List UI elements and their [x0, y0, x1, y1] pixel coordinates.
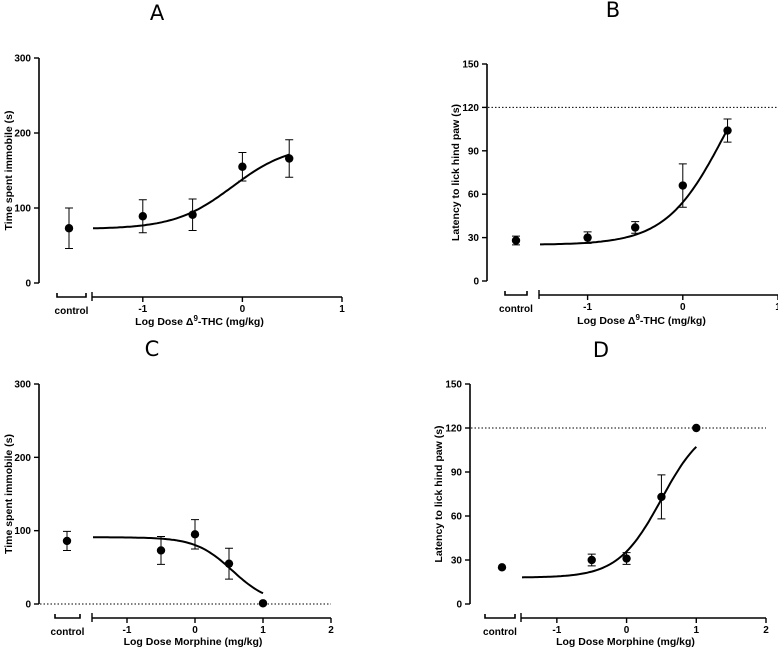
y-axis-title: Latency to lick hind paw (s) — [433, 425, 445, 562]
fit-curve — [540, 128, 729, 246]
control-point — [497, 563, 507, 572]
x-tick-label: -1 — [583, 302, 592, 313]
data-point — [188, 210, 197, 219]
y-tick-label: 0 — [456, 600, 462, 611]
y-tick-label: 0 — [473, 277, 479, 288]
y-tick-label: 200 — [14, 453, 31, 464]
y-tick-label: 200 — [14, 129, 31, 140]
x-axis-title-part: Log Dose Morphine (mg/kg) — [124, 636, 263, 648]
control-label: control — [499, 304, 533, 315]
data-point — [657, 492, 666, 502]
x-axis-title-part: Log Dose Δ — [577, 315, 636, 327]
y-tick-label: 300 — [14, 54, 31, 65]
y-tick-label: 150 — [462, 60, 479, 71]
x-axis-title-part: -THC (mg/kg) — [640, 315, 706, 327]
x-tick-label: 0 — [192, 625, 198, 636]
control-point — [511, 236, 521, 245]
data-point — [238, 162, 247, 171]
x-axis-title-superscript: 9 — [193, 314, 198, 323]
y-tick-label: 150 — [445, 380, 462, 391]
data-point — [587, 555, 596, 565]
x-tick-label: -1 — [552, 625, 561, 636]
control-bracket — [54, 614, 81, 619]
y-axis-title: Time spent immobile (s) — [3, 111, 15, 231]
data-point — [723, 126, 732, 135]
y-axis-title: Latency to lick hind paw (s) — [450, 104, 462, 241]
y-tick-label: 0 — [25, 600, 31, 611]
x-tick-label: -1 — [138, 304, 147, 315]
x-tick-label: 0 — [624, 625, 630, 636]
x-tick-label: 1 — [260, 625, 266, 636]
data-point — [138, 212, 147, 221]
panel-c: C 0 100 200 300 Time spent immobile (s) contro… — [3, 337, 334, 648]
data-point — [583, 233, 592, 242]
x-axis-title: Log Dose Δ9-THC (mg/kg) — [577, 313, 706, 327]
x-axis-title: Log Dose Morphine (mg/kg) — [556, 636, 695, 648]
x-tick-label: 1 — [694, 625, 700, 636]
data-point — [285, 154, 294, 163]
fit-curve — [93, 536, 264, 595]
x-tick-label: 1 — [775, 302, 778, 313]
y-tick-label: 90 — [468, 146, 480, 157]
panel-letter: C — [145, 337, 160, 361]
y-tick-label: 300 — [14, 380, 31, 391]
control-bracket — [56, 293, 87, 298]
panel-letter: B — [606, 0, 620, 22]
x-tick-label: 0 — [240, 304, 246, 315]
y-tick-label: 90 — [451, 468, 463, 479]
y-tick-label: 100 — [14, 526, 31, 537]
x-axis-title-part: Log Dose Δ — [135, 316, 194, 328]
control-label: control — [483, 627, 517, 638]
x-axis-title-part: -THC (mg/kg) — [198, 316, 264, 328]
data-point — [692, 423, 701, 433]
y-tick-label: 100 — [14, 204, 31, 215]
y-tick-label: 120 — [462, 103, 479, 114]
panel-a: A 0 100 200 300 Time spent immobile (s) contro… — [3, 1, 345, 328]
data-point — [258, 599, 268, 608]
x-axis-title: Log Dose Morphine (mg/kg) — [124, 636, 263, 648]
data-point — [678, 181, 687, 190]
control-label: control — [51, 627, 85, 638]
x-axis-title: Log Dose Δ9-THC (mg/kg) — [135, 314, 264, 328]
panel-letter: A — [150, 1, 165, 25]
fit-curve — [521, 446, 698, 579]
y-tick-label: 30 — [468, 233, 480, 244]
y-tick-label: 0 — [25, 279, 31, 290]
data-point — [631, 223, 640, 232]
x-tick-label: -1 — [123, 625, 132, 636]
x-tick-label: 2 — [763, 625, 769, 636]
x-tick-label: 1 — [339, 304, 345, 315]
y-tick-label: 60 — [451, 512, 463, 523]
x-axis-title-part: Log Dose Morphine (mg/kg) — [556, 636, 695, 648]
y-tick-label: 30 — [451, 556, 463, 567]
control-bracket — [484, 614, 516, 619]
control-point — [64, 224, 74, 233]
y-axis-title: Time spent immobile (s) — [3, 434, 15, 554]
x-tick-label: 2 — [328, 625, 334, 636]
data-point — [156, 546, 166, 555]
x-tick-label: 0 — [680, 302, 686, 313]
control-label: control — [55, 306, 89, 317]
x-axis-title-superscript: 9 — [635, 313, 640, 322]
data-point — [190, 530, 200, 539]
panel-letter: D — [593, 338, 609, 362]
y-tick-label: 120 — [445, 424, 462, 435]
control-bracket — [504, 291, 528, 296]
y-tick-label: 60 — [468, 190, 480, 201]
data-point — [622, 554, 631, 563]
data-point — [224, 559, 234, 568]
control-point — [62, 536, 72, 546]
